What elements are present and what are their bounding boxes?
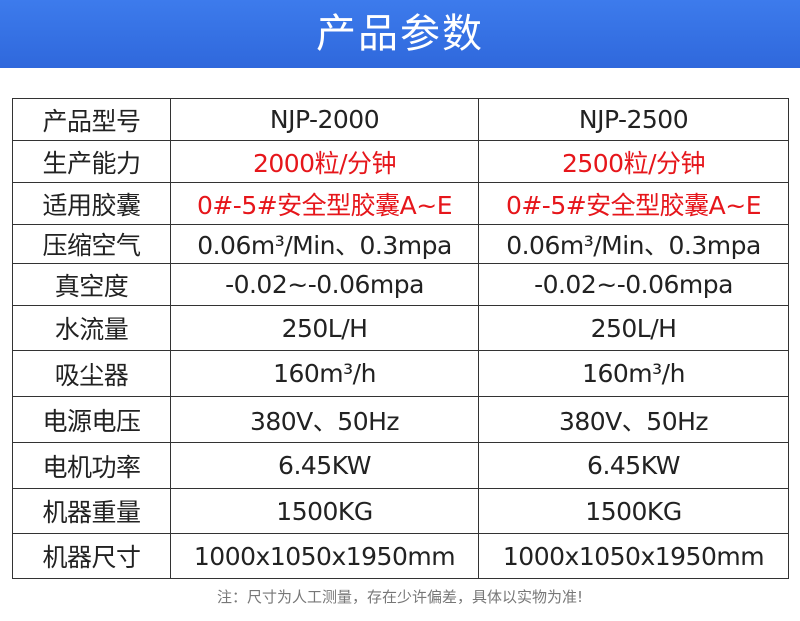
row-label: 产品型号 <box>12 98 171 141</box>
table-row: 电机功率 6.45KW 6.45KW <box>12 442 789 489</box>
cell-value: NJP-2500 <box>478 98 789 141</box>
table-row: 水流量 250L/H 250L/H <box>12 305 789 351</box>
table-row: 真空度 -0.02~-0.06mpa -0.02~-0.06mpa <box>12 263 789 306</box>
spec-table: 产品型号 NJP-2000 NJP-2500 生产能力 2000粒/分钟 2500粒/分钟… <box>12 98 789 579</box>
row-label: 电机功率 <box>12 442 171 489</box>
cell-value: 0#-5#安全型胶囊A~E <box>478 182 789 225</box>
cell-value: 1000x1050x1950mm <box>170 533 479 579</box>
cell-value: NJP-2000 <box>170 98 479 141</box>
cell-value: 0.06m³/Min、0.3mpa <box>170 224 479 264</box>
table-body: 产品型号 NJP-2000 NJP-2500 生产能力 2000粒/分钟 2500粒/分钟… <box>12 98 789 579</box>
row-label: 吸尘器 <box>12 350 171 397</box>
cell-value: 1000x1050x1950mm <box>478 533 789 579</box>
cell-value: 380V、50Hz <box>478 396 789 443</box>
cell-value: 1500KG <box>478 488 789 534</box>
table-row: 产品型号 NJP-2000 NJP-2500 <box>12 98 789 141</box>
cell-value: 6.45KW <box>170 442 479 489</box>
row-label: 真空度 <box>12 263 171 306</box>
row-label: 适用胶囊 <box>12 182 171 225</box>
table-row: 适用胶囊 0#-5#安全型胶囊A~E 0#-5#安全型胶囊A~E <box>12 182 789 225</box>
cell-value: 0#-5#安全型胶囊A~E <box>170 182 479 225</box>
cell-value: 160m³/h <box>170 350 479 397</box>
row-label: 水流量 <box>12 305 171 351</box>
table-row: 机器尺寸 1000x1050x1950mm 1000x1050x1950mm <box>12 533 789 579</box>
cell-value: 0.06m³/Min、0.3mpa <box>478 224 789 264</box>
row-label: 生产能力 <box>12 140 171 183</box>
table-row: 生产能力 2000粒/分钟 2500粒/分钟 <box>12 140 789 183</box>
table-row: 吸尘器 160m³/h 160m³/h <box>12 350 789 397</box>
footnote: 注：尺寸为人工测量，存在少许偏差，具体以实物为准! <box>216 588 584 606</box>
cell-value: 1500KG <box>170 488 479 534</box>
cell-value: 160m³/h <box>478 350 789 397</box>
row-label: 压缩空气 <box>12 224 171 264</box>
row-label: 机器重量 <box>12 488 171 534</box>
cell-value: 250L/H <box>170 305 479 351</box>
table-row: 电源电压 380V、50Hz 380V、50Hz <box>12 396 789 443</box>
row-label: 电源电压 <box>12 396 171 443</box>
cell-value: -0.02~-0.06mpa <box>478 263 789 306</box>
table-row: 机器重量 1500KG 1500KG <box>12 488 789 534</box>
cell-value: 6.45KW <box>478 442 789 489</box>
cell-value: 2000粒/分钟 <box>170 140 479 183</box>
table-row: 压缩空气 0.06m³/Min、0.3mpa 0.06m³/Min、0.3mpa <box>12 224 789 264</box>
cell-value: 2500粒/分钟 <box>478 140 789 183</box>
cell-value: 380V、50Hz <box>170 396 479 443</box>
row-label: 机器尺寸 <box>12 533 171 579</box>
cell-value: -0.02~-0.06mpa <box>170 263 479 306</box>
header-title: 产品参数 <box>0 0 800 68</box>
cell-value: 250L/H <box>478 305 789 351</box>
